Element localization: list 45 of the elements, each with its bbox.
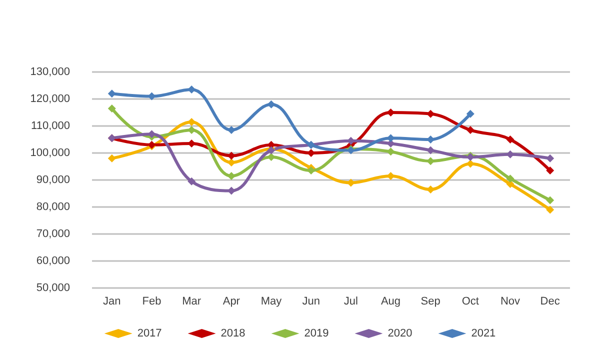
- y-tick-label: 130,000: [30, 66, 70, 78]
- x-tick-label: Dec: [540, 296, 560, 308]
- point: [267, 153, 276, 162]
- legend-label: 2019: [304, 328, 329, 340]
- x-tick-label: May: [260, 296, 282, 308]
- point: [506, 174, 514, 183]
- point: [108, 90, 116, 98]
- y-tick-label: 80,000: [36, 201, 70, 213]
- point: [546, 206, 554, 214]
- y-tick-label: 120,000: [30, 93, 70, 105]
- y-tick-label: 50,000: [36, 282, 70, 294]
- point: [267, 100, 276, 108]
- x-tick-label: Jun: [302, 296, 320, 308]
- x-tick-label: Sep: [420, 296, 440, 308]
- point: [466, 126, 474, 134]
- y-tick-label: 100,000: [30, 147, 70, 159]
- point: [386, 172, 395, 180]
- point: [506, 136, 514, 144]
- point: [426, 146, 435, 154]
- point: [426, 110, 435, 118]
- legend-label: 2021: [471, 328, 496, 340]
- x-tick-label: Jan: [103, 296, 121, 308]
- x-tick-label: Apr: [222, 296, 240, 308]
- legend-label: 2017: [137, 328, 162, 340]
- point: [466, 110, 474, 118]
- legend-label: 2018: [220, 328, 246, 340]
- y-tick-label: 60,000: [36, 255, 70, 267]
- point: [108, 154, 116, 162]
- point: [546, 166, 554, 175]
- point: [386, 148, 395, 156]
- x-tick-label: Mar: [182, 296, 202, 308]
- x-tick-label: Oct: [462, 296, 479, 308]
- x-tick-label: Aug: [380, 296, 401, 308]
- point: [546, 154, 554, 162]
- point: [546, 196, 554, 204]
- y-tick-label: 90,000: [36, 174, 70, 186]
- y-tick-label: 70,000: [36, 228, 70, 240]
- x-tick-label: Nov: [500, 296, 521, 308]
- x-tick-label: Feb: [142, 296, 162, 308]
- legend-label: 2020: [388, 328, 412, 340]
- x-tick-label: Jul: [344, 296, 358, 308]
- y-tick-label: 110,000: [31, 120, 70, 132]
- point: [188, 177, 196, 186]
- point: [108, 104, 116, 112]
- point: [466, 160, 474, 168]
